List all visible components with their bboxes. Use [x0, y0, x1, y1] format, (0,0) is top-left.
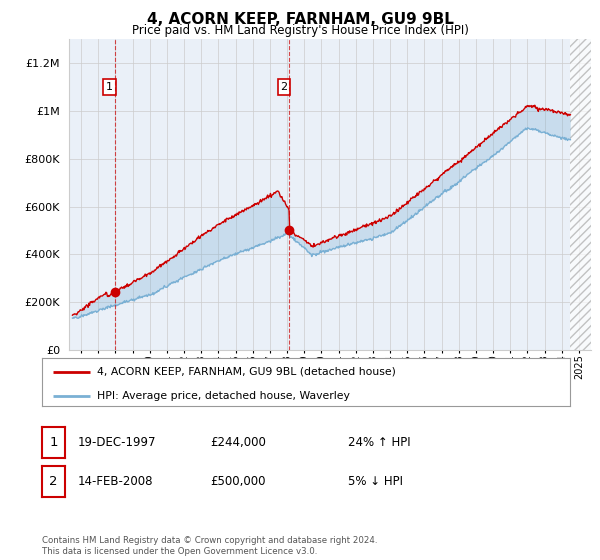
Text: 1: 1: [106, 82, 113, 92]
Text: £500,000: £500,000: [210, 475, 265, 488]
Text: £244,000: £244,000: [210, 436, 266, 449]
Text: Contains HM Land Registry data © Crown copyright and database right 2024.
This d: Contains HM Land Registry data © Crown c…: [42, 536, 377, 556]
Text: 4, ACORN KEEP, FARNHAM, GU9 9BL (detached house): 4, ACORN KEEP, FARNHAM, GU9 9BL (detache…: [97, 367, 397, 377]
Text: 4, ACORN KEEP, FARNHAM, GU9 9BL: 4, ACORN KEEP, FARNHAM, GU9 9BL: [146, 12, 454, 27]
Bar: [571, 39, 591, 350]
Text: 5% ↓ HPI: 5% ↓ HPI: [348, 475, 403, 488]
Text: 2: 2: [49, 475, 58, 488]
Text: 1: 1: [49, 436, 58, 449]
Text: Price paid vs. HM Land Registry's House Price Index (HPI): Price paid vs. HM Land Registry's House …: [131, 24, 469, 37]
Text: 24% ↑ HPI: 24% ↑ HPI: [348, 436, 410, 449]
Text: 2: 2: [280, 82, 287, 92]
Text: HPI: Average price, detached house, Waverley: HPI: Average price, detached house, Wave…: [97, 390, 350, 400]
Text: 14-FEB-2008: 14-FEB-2008: [78, 475, 154, 488]
Text: 19-DEC-1997: 19-DEC-1997: [78, 436, 157, 449]
